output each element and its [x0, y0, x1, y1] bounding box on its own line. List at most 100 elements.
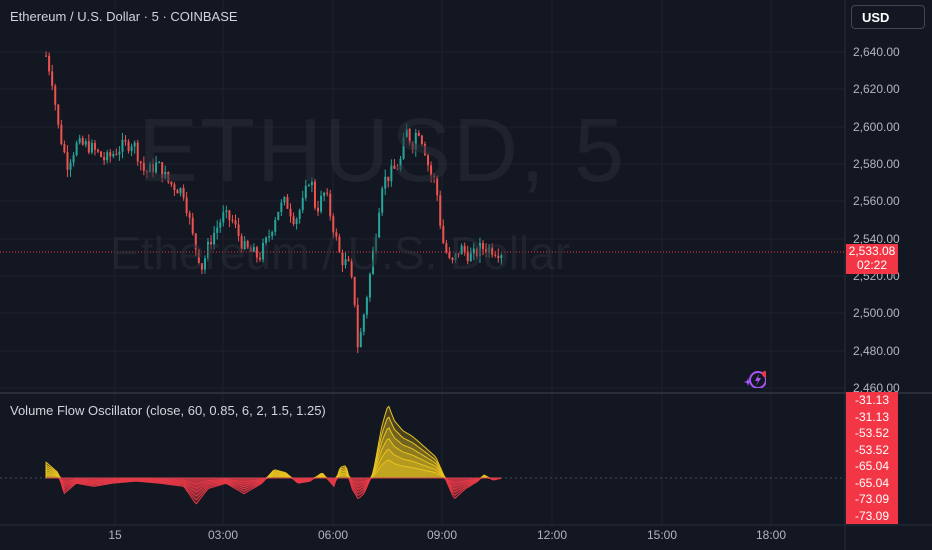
indicator-value: -73.09: [854, 492, 890, 506]
candle-body: [148, 163, 151, 173]
candle-body: [133, 142, 136, 147]
candle-body: [72, 155, 75, 163]
candle-body: [203, 258, 206, 270]
candle-body: [84, 141, 87, 145]
price-tick-label: 2,500.00: [853, 306, 900, 321]
candle-body: [90, 142, 93, 153]
candle-body: [262, 242, 265, 260]
price-tick-label: 2,480.00: [853, 343, 900, 358]
price-tick-label: 2,580.00: [853, 156, 900, 171]
indicator-value: -65.04: [854, 459, 890, 473]
price-tick-label: 2,640.00: [853, 45, 900, 59]
candle-body: [152, 163, 155, 173]
bar-countdown: 02:22: [856, 258, 888, 272]
indicator-value: -53.52: [854, 442, 890, 457]
candle-body: [454, 253, 457, 261]
candle-body: [130, 146, 133, 151]
candle-body: [289, 208, 292, 217]
candle-body: [463, 245, 466, 252]
candle-body: [341, 252, 344, 266]
candle-body: [277, 211, 280, 220]
candle-body: [51, 71, 54, 86]
indicator-value: -53.52: [854, 426, 890, 440]
candle-body: [384, 176, 387, 189]
time-tick-label: 09:00: [426, 528, 458, 542]
candle-body: [139, 161, 142, 163]
candle-body: [451, 257, 454, 261]
candle-body: [54, 85, 57, 105]
candle-body: [268, 236, 271, 238]
candle-body: [475, 248, 478, 257]
indicator-value: -31.13: [854, 409, 890, 424]
candle-body: [191, 217, 194, 234]
candle-body: [396, 168, 399, 170]
candle-body: [75, 142, 78, 156]
price-tick-label: 2,540.00: [853, 231, 900, 246]
current-price: 2,533.08: [848, 244, 896, 258]
candle-body: [216, 227, 219, 233]
candle-body: [433, 175, 436, 178]
price-tick-label: 2,600.00: [853, 119, 900, 134]
candle-body: [436, 177, 439, 196]
candle-body: [63, 144, 66, 153]
candle-body: [372, 250, 375, 275]
candle-body: [356, 304, 359, 348]
candle-body: [145, 170, 148, 173]
candle-body: [222, 212, 225, 223]
price-tick-label: 2,460.00: [853, 380, 900, 395]
tradingview-assistant-icon[interactable]: [744, 370, 766, 388]
candle-body: [127, 141, 130, 151]
candle-body: [323, 192, 326, 196]
candle-body: [188, 213, 191, 218]
candle-body: [304, 185, 307, 198]
candle-body: [228, 210, 231, 220]
indicator-value: -31.13: [854, 393, 890, 407]
candle-body: [213, 232, 216, 245]
candle-body: [87, 141, 90, 153]
candle-body: [497, 255, 500, 259]
candle-body: [57, 104, 60, 125]
time-tick-label: 12:00: [536, 528, 568, 542]
candle-body: [414, 132, 417, 150]
candle-body: [500, 255, 503, 259]
candle-body: [472, 248, 475, 254]
candle-body: [488, 246, 491, 253]
candle-body: [237, 224, 240, 237]
indicator-title[interactable]: Volume Flow Oscillator (close, 60, 0.85,…: [10, 403, 326, 418]
candle-body: [274, 219, 277, 232]
candle-body: [295, 218, 298, 225]
candle-body: [60, 124, 63, 145]
candle-body: [417, 132, 420, 136]
time-tick-label: 18:00: [755, 528, 787, 542]
candle-body: [271, 231, 274, 237]
candle-body: [494, 254, 497, 256]
candle-body: [210, 241, 213, 245]
currency-button[interactable]: USD: [851, 5, 925, 29]
candle-body: [292, 216, 295, 225]
candle-body: [185, 197, 188, 214]
candle-body: [439, 195, 442, 226]
candle-body: [362, 314, 365, 332]
indicator-value-badges: -31.13 -31.13 -53.52 -53.52 -65.04 -65.04 -73.…: [846, 392, 898, 524]
candle-body: [136, 142, 139, 162]
candle-body: [469, 253, 472, 262]
candle-body: [460, 245, 463, 255]
candle-body: [100, 151, 103, 158]
candle-body: [173, 184, 176, 191]
candle-body: [258, 257, 261, 260]
candle-body: [442, 225, 445, 244]
oscillator-area-down: [46, 477, 502, 485]
candle-body: [103, 157, 106, 161]
candle-body: [121, 139, 124, 152]
candle-body: [378, 212, 381, 238]
candle-body: [427, 155, 430, 166]
candle-body: [375, 237, 378, 251]
candle-body: [390, 165, 393, 182]
candle-body: [243, 241, 246, 250]
candle-body: [219, 222, 222, 228]
candle-body: [317, 207, 320, 212]
candle-body: [405, 128, 408, 138]
candle-body: [45, 55, 48, 57]
candle-body: [445, 243, 448, 253]
